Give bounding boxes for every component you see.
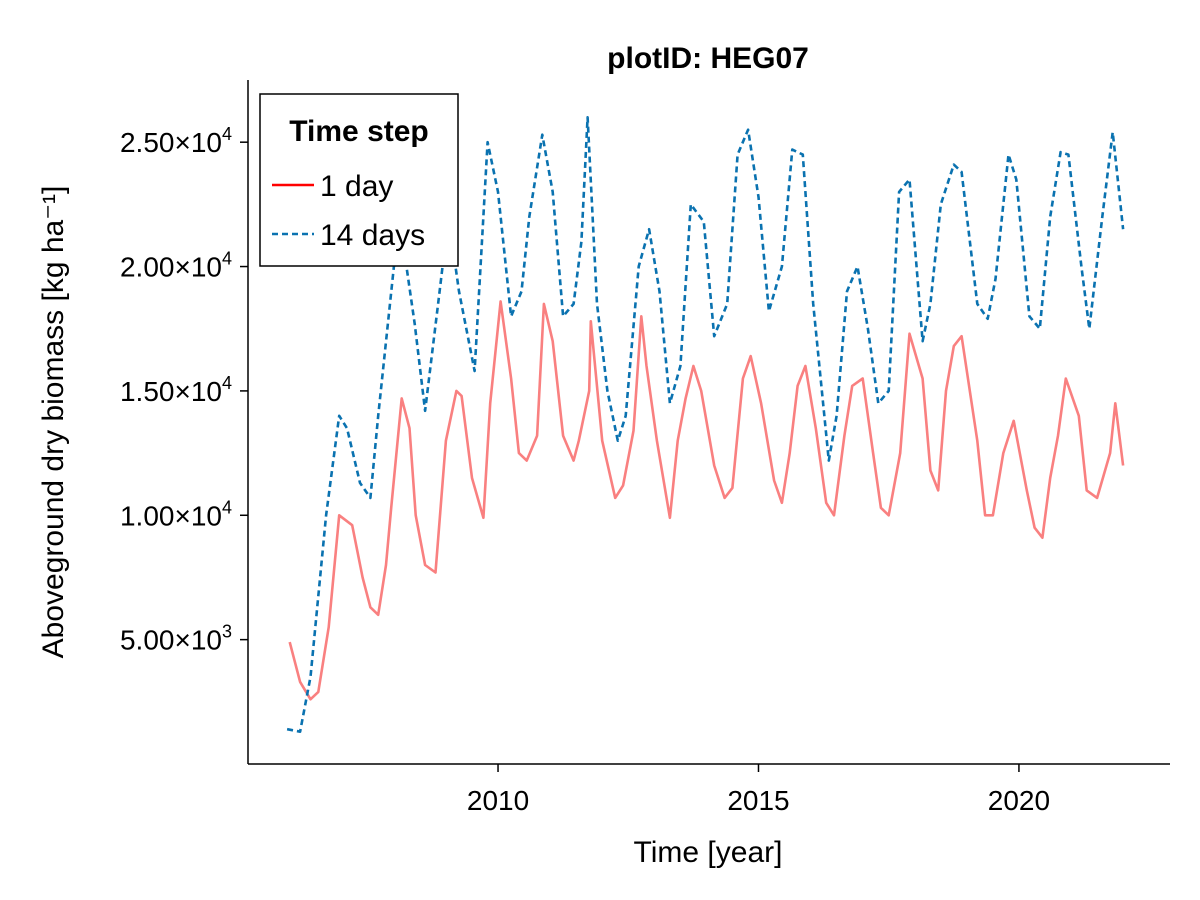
x-ticks: 2010 2015 2020 bbox=[467, 764, 1050, 816]
legend-label-1-day: 1 day bbox=[320, 170, 393, 203]
legend-box bbox=[259, 93, 459, 267]
series-line-14-days bbox=[286, 116, 1125, 734]
y-tick-label: 2.50×104 bbox=[120, 124, 232, 158]
series-line-1-day bbox=[288, 300, 1125, 701]
y-axis-label: Aboveground dry biomass [kg ha⁻¹] bbox=[37, 186, 70, 659]
chart-title: plotID: HEG07 bbox=[607, 42, 809, 75]
y-ticks: 5.00×103 1.00×104 1.50×104 2.00×104 2.50×104 bbox=[120, 124, 248, 656]
y-tick-label: 1.50×104 bbox=[120, 373, 232, 407]
x-tick-label: 2020 bbox=[988, 785, 1050, 816]
y-tick-label: 2.00×104 bbox=[120, 249, 232, 283]
y-tick-label: 5.00×103 bbox=[120, 622, 232, 656]
x-axis-label: Time [year] bbox=[634, 836, 783, 869]
legend-label-14-days: 14 days bbox=[320, 219, 425, 252]
x-tick-label: 2015 bbox=[727, 785, 789, 816]
x-tick-label: 2010 bbox=[467, 785, 529, 816]
series-layer bbox=[286, 116, 1125, 734]
axes bbox=[247, 80, 1170, 765]
legend-title: Time step bbox=[289, 115, 429, 148]
legend: Time step 1 day 14 days bbox=[259, 93, 459, 267]
y-tick-label: 1.00×104 bbox=[120, 497, 232, 531]
